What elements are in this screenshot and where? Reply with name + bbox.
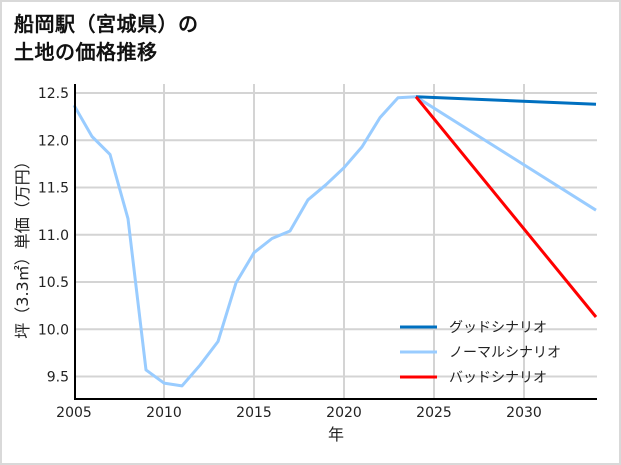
y-tick-label: 12.0 [38,133,69,149]
series-lines [72,95,598,388]
x-tick-label: 2025 [416,405,452,421]
y-tick-label: 12.5 [38,86,69,102]
chart-title-line1: 船岡駅（宮城県）の [14,12,199,36]
legend-item-bad: バッドシナリオ [400,370,547,386]
y-tick-label: 10.5 [38,275,69,291]
chart-title-line2: 土地の価格推移 [14,40,158,64]
x-tick-label: 2010 [146,405,182,421]
x-tick-label: 2020 [326,405,362,421]
series-line-good [415,95,597,106]
x-tick-label: 2030 [506,405,542,421]
series-line-bad [414,95,598,318]
y-axis-ticks: 9.5 10.0 10.5 11.0 11.5 12.0 12.5 [38,86,69,386]
legend-label-good: グッドシナリオ [449,320,547,336]
x-axis-label: 年 [328,425,344,444]
chart-title: 船岡駅（宮城県）の 土地の価格推移 [14,10,199,66]
y-tick-label: 9.5 [47,370,69,386]
legend-item-normal: ノーマルシナリオ [400,345,561,361]
y-tick-label: 10.0 [38,322,69,338]
x-tick-label: 2015 [236,405,272,421]
legend-label-normal: ノーマルシナリオ [449,345,561,361]
y-tick-label: 11.0 [38,228,69,244]
x-axis-ticks: 2005 2010 2015 2020 2025 2030 [56,405,542,421]
legend-label-bad: バッドシナリオ [449,370,547,386]
gridlines [75,84,597,399]
series-line-normal [72,95,597,388]
x-tick-label: 2005 [56,405,92,421]
legend-item-good: グッドシナリオ [400,320,547,336]
y-axis-label: 坪（3.3㎡）単価（万円） [13,153,32,338]
axes [74,84,597,400]
y-tick-label: 11.5 [38,181,69,197]
